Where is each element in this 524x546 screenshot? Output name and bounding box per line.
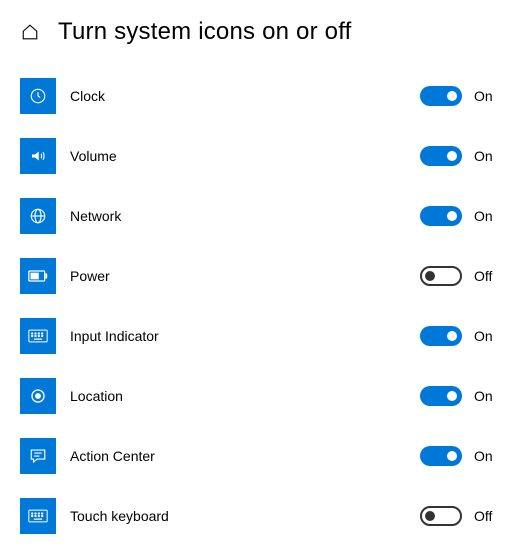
power-icon (20, 258, 56, 294)
toggle-state: On (474, 148, 504, 164)
list-item-location: Location On (20, 366, 504, 426)
toggle-network[interactable] (420, 206, 462, 226)
item-label: Action Center (70, 448, 420, 464)
home-icon[interactable] (20, 22, 40, 42)
toggle-clock[interactable] (420, 86, 462, 106)
list-item-action-center: Action Center On (20, 426, 504, 486)
clock-icon (20, 78, 56, 114)
page-title: Turn system icons on or off (58, 18, 352, 46)
icon-list: Clock On Volume On Network On Po (0, 60, 524, 546)
toggle-state: On (474, 328, 504, 344)
list-item-power: Power Off (20, 246, 504, 306)
toggle-location[interactable] (420, 386, 462, 406)
toggle-state: On (474, 388, 504, 404)
item-label: Input Indicator (70, 328, 420, 344)
toggle-state: On (474, 448, 504, 464)
location-icon (20, 378, 56, 414)
volume-icon (20, 138, 56, 174)
network-icon (20, 198, 56, 234)
toggle-state: On (474, 208, 504, 224)
keyboard-icon (20, 318, 56, 354)
header: Turn system icons on or off (0, 0, 524, 60)
toggle-input-indicator[interactable] (420, 326, 462, 346)
item-label: Network (70, 208, 420, 224)
touch-keyboard-icon (20, 498, 56, 534)
toggle-state: On (474, 88, 504, 104)
item-label: Location (70, 388, 420, 404)
list-item-touch-keyboard: Touch keyboard Off (20, 486, 504, 546)
toggle-volume[interactable] (420, 146, 462, 166)
toggle-power[interactable] (420, 266, 462, 286)
toggle-state: Off (474, 508, 504, 524)
list-item-volume: Volume On (20, 126, 504, 186)
toggle-action-center[interactable] (420, 446, 462, 466)
toggle-state: Off (474, 268, 504, 284)
action-center-icon (20, 438, 56, 474)
list-item-input-indicator: Input Indicator On (20, 306, 504, 366)
list-item-clock: Clock On (20, 66, 504, 126)
item-label: Volume (70, 148, 420, 164)
toggle-touch-keyboard[interactable] (420, 506, 462, 526)
item-label: Touch keyboard (70, 508, 420, 524)
item-label: Power (70, 268, 420, 284)
item-label: Clock (70, 88, 420, 104)
list-item-network: Network On (20, 186, 504, 246)
